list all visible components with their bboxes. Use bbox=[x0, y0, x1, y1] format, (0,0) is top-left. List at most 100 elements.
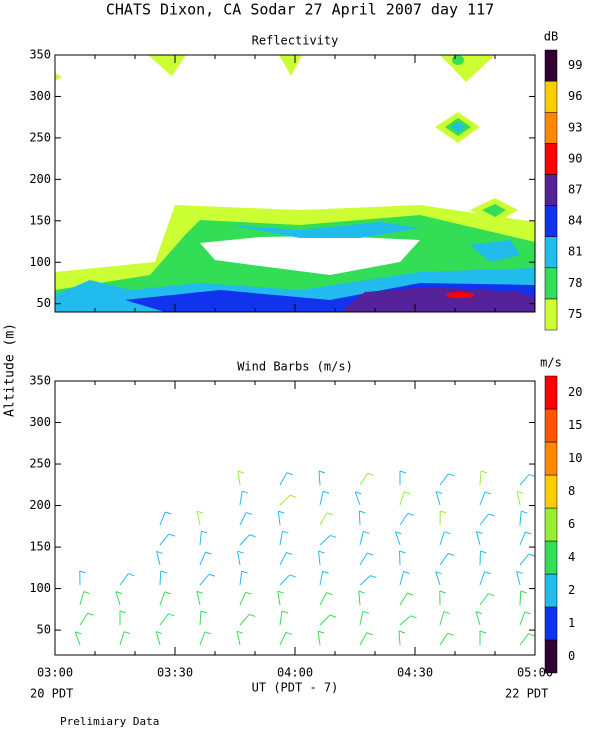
x-start-note: 20 PDT bbox=[30, 687, 73, 701]
contour bbox=[446, 292, 474, 298]
wind-barb-feather bbox=[359, 510, 366, 514]
x-axis-label: UT (PDT - 7) bbox=[252, 681, 339, 695]
wind-barb-feather bbox=[196, 590, 204, 594]
wind-barb bbox=[359, 531, 364, 546]
wind-barb bbox=[439, 531, 445, 546]
wind-barb-feather bbox=[242, 490, 249, 494]
wind-barb bbox=[399, 615, 411, 626]
wind-barb-feather bbox=[123, 631, 131, 635]
wind-barb-feather bbox=[447, 553, 455, 557]
wind-barb-feather bbox=[281, 610, 289, 614]
wind-barb bbox=[237, 551, 241, 566]
wind-barb bbox=[239, 571, 243, 586]
wind-barb-feather bbox=[205, 551, 212, 555]
colorbar-label: 0 bbox=[568, 649, 575, 663]
wind-barb bbox=[399, 513, 409, 526]
wind-barb-feather bbox=[277, 590, 284, 594]
colorbar-label: 8 bbox=[568, 484, 575, 498]
wind-barb bbox=[239, 491, 243, 506]
wind-barb-feather bbox=[330, 534, 337, 538]
colorbar-swatch bbox=[544, 298, 558, 331]
x-tick-label: 03:30 bbox=[157, 666, 193, 680]
wind-barb-feather bbox=[370, 575, 377, 579]
wind-barb-feather bbox=[208, 573, 216, 577]
wind-barb bbox=[519, 553, 530, 566]
wind-barb-feather bbox=[399, 550, 406, 554]
wind-barb-feather bbox=[278, 510, 285, 514]
colorbar-label: 10 bbox=[568, 451, 582, 465]
wind-barb-feather bbox=[164, 591, 171, 595]
colorbar-label: 15 bbox=[568, 418, 582, 432]
wind-barb-feather bbox=[237, 470, 245, 474]
wind-barb bbox=[199, 551, 206, 566]
x-tick-label: 04:30 bbox=[397, 666, 433, 680]
y-tick-label: 250 bbox=[29, 457, 51, 471]
wind-barb bbox=[159, 511, 166, 526]
wind-barb bbox=[277, 511, 281, 526]
wind-barb bbox=[439, 611, 445, 626]
wind-barb-feather bbox=[407, 512, 414, 516]
wind-barb bbox=[358, 591, 361, 606]
wind-barb bbox=[279, 552, 287, 566]
wind-barb bbox=[439, 473, 449, 486]
wind-barb bbox=[519, 633, 529, 646]
wind-barb bbox=[196, 511, 201, 526]
wind-barb bbox=[516, 491, 521, 506]
x-tick-label: 03:00 bbox=[37, 666, 73, 680]
wind-barb bbox=[318, 551, 321, 566]
wind-barb-feather bbox=[160, 570, 167, 574]
colorbar-label: 1 bbox=[568, 616, 575, 630]
wind-barb-feather bbox=[479, 630, 487, 634]
wind-barb bbox=[475, 531, 481, 546]
colorbar-swatch bbox=[544, 573, 558, 608]
wind-barb bbox=[279, 611, 283, 626]
wind-barb-feather bbox=[286, 472, 293, 476]
wind-barb bbox=[479, 513, 490, 526]
wind-barb-feather bbox=[197, 510, 204, 514]
wind-barb bbox=[359, 611, 364, 626]
colorbar-label: 96 bbox=[568, 89, 582, 103]
wind-barb bbox=[479, 593, 489, 606]
wind-barb bbox=[199, 631, 206, 646]
wind-barb-feather bbox=[249, 613, 256, 617]
wind-barb-feather bbox=[435, 571, 442, 575]
wind-barb bbox=[279, 531, 283, 546]
colorbar-label: 4 bbox=[568, 550, 575, 564]
wind-barb-feather bbox=[241, 570, 248, 574]
wind-barb-feather bbox=[119, 610, 127, 614]
x-tick-label: 04:00 bbox=[277, 666, 313, 680]
wind-barb-feather bbox=[521, 510, 528, 514]
wind-barb bbox=[519, 511, 522, 526]
panel-title: Wind Barbs (m/s) bbox=[237, 360, 353, 374]
wind-barb-feather bbox=[363, 530, 370, 534]
wind-barb bbox=[519, 611, 526, 626]
y-tick-label: 150 bbox=[29, 540, 51, 554]
colorbar-label: 90 bbox=[568, 151, 582, 165]
wind-barb-feather bbox=[362, 610, 370, 614]
wind-barb-feather bbox=[329, 614, 337, 618]
wind-barb-feather bbox=[83, 591, 91, 595]
wind-barb bbox=[159, 533, 170, 546]
wind-barb-feather bbox=[488, 513, 495, 517]
wind-barb bbox=[519, 590, 522, 606]
colorbar-swatch bbox=[544, 236, 558, 269]
wind-barb bbox=[359, 552, 368, 566]
wind-barb-feather bbox=[410, 615, 417, 619]
wind-barb-feather bbox=[282, 530, 289, 534]
contour bbox=[470, 240, 520, 262]
wind-barb-feather bbox=[237, 550, 244, 554]
wind-barb bbox=[359, 575, 371, 586]
wind-barb bbox=[399, 491, 405, 506]
wind-barb bbox=[199, 573, 210, 586]
y-tick-label: 200 bbox=[29, 172, 51, 186]
wind-barb-feather bbox=[516, 570, 523, 574]
wind-barb-feather bbox=[326, 512, 334, 516]
colorbar-swatch bbox=[544, 267, 558, 300]
wind-barb bbox=[79, 612, 89, 626]
wind-barb bbox=[319, 592, 328, 606]
wind-barb-feather bbox=[524, 611, 531, 615]
contour bbox=[340, 287, 535, 312]
wind-barb-feather bbox=[245, 511, 253, 515]
wind-barb bbox=[239, 592, 247, 606]
wind-barb-feather bbox=[440, 510, 447, 514]
